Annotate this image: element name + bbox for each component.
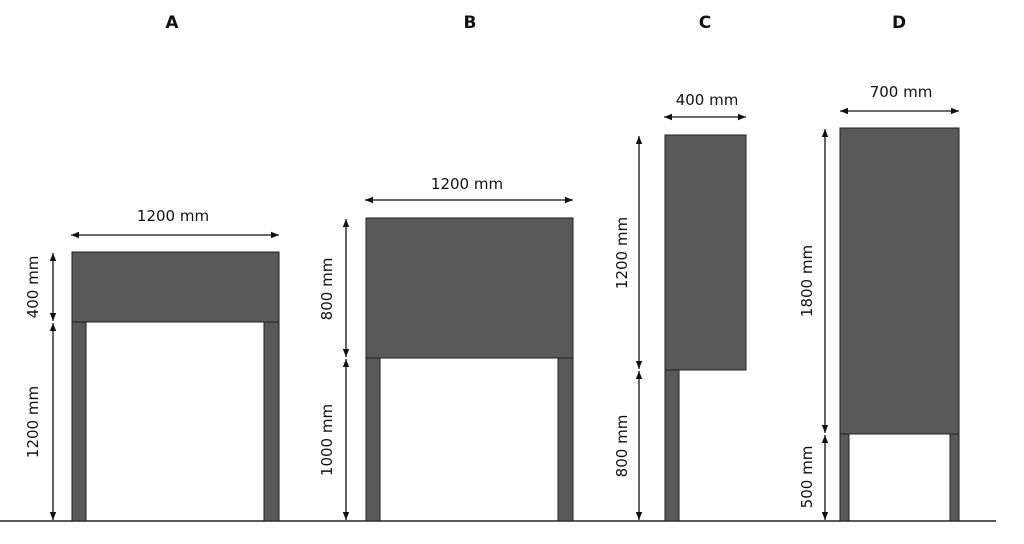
variant-label: A <box>165 13 179 33</box>
sign-height-dimension-label: 400 mm <box>24 256 42 319</box>
sign-panel <box>839 127 960 435</box>
left-post <box>365 357 381 522</box>
sign-panel <box>365 217 574 359</box>
variant-b: B 1200 mm 800 mm 1000 mm <box>318 13 574 522</box>
sign-height-dimension-label: 1800 mm <box>798 245 816 317</box>
sign-height-dimension-label: 800 mm <box>318 258 336 321</box>
width-dimension-label: 700 mm <box>870 83 933 101</box>
single-post <box>664 369 680 522</box>
width-dimension-label: 400 mm <box>676 91 739 109</box>
right-post <box>263 321 280 522</box>
post-height-dimension-label: 800 mm <box>613 415 631 478</box>
post-height-dimension-label: 1200 mm <box>24 386 42 458</box>
left-post <box>839 433 850 522</box>
width-dimension-label: 1200 mm <box>137 207 209 225</box>
left-post <box>71 321 87 522</box>
sign-panel <box>664 134 747 371</box>
sign-panel <box>71 251 280 323</box>
variant-label: C <box>699 13 711 33</box>
variant-label: D <box>892 13 906 33</box>
right-post <box>557 357 574 522</box>
post-height-dimension-label: 1000 mm <box>318 404 336 476</box>
post-height-dimension-label: 500 mm <box>798 446 816 509</box>
variant-a: A 1200 mm 400 mm 1200 mm <box>24 13 280 522</box>
width-dimension-label: 1200 mm <box>431 175 503 193</box>
sign-height-dimension-label: 1200 mm <box>613 217 631 289</box>
variant-d: D 700 mm 1800 mm 500 mm <box>798 13 960 522</box>
variant-c: C 400 mm 1200 mm 800 mm <box>613 13 747 522</box>
right-post <box>949 433 960 522</box>
variant-label: B <box>464 13 477 33</box>
